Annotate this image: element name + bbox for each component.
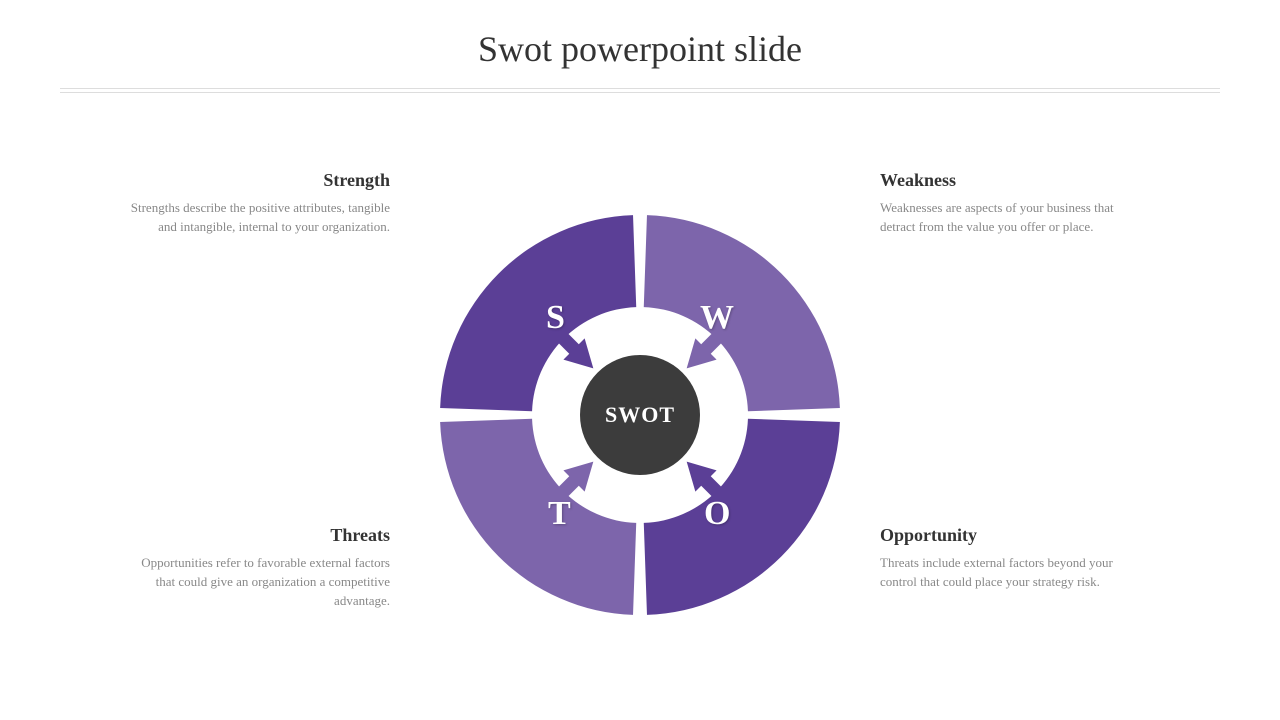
title-divider-top [60, 88, 1220, 89]
label-opportunity-desc: Threats include external factors beyond … [880, 554, 1140, 592]
label-opportunity-title: Opportunity [880, 525, 1140, 546]
diagram-area: S W T O SWOT Strength Strengths describe… [0, 110, 1280, 720]
letter-w: W [700, 299, 734, 337]
letter-s: S [546, 299, 565, 337]
slide-title: Swot powerpoint slide [0, 0, 1280, 70]
label-opportunity: Opportunity Threats include external fac… [880, 525, 1140, 592]
letter-o: O [704, 495, 730, 533]
label-threats-title: Threats [130, 525, 390, 546]
label-strength-title: Strength [130, 170, 390, 191]
label-weakness: Weakness Weaknesses are aspects of your … [880, 170, 1140, 237]
label-strength-desc: Strengths describe the positive attribut… [130, 199, 390, 237]
label-weakness-desc: Weaknesses are aspects of your business … [880, 199, 1140, 237]
center-circle: SWOT [580, 355, 700, 475]
label-weakness-title: Weakness [880, 170, 1140, 191]
letter-t: T [548, 495, 571, 533]
label-threats: Threats Opportunities refer to favorable… [130, 525, 390, 611]
label-threats-desc: Opportunities refer to favorable externa… [130, 554, 390, 611]
swot-ring: S W T O SWOT [430, 205, 850, 625]
center-label: SWOT [605, 402, 675, 428]
title-divider-bottom [60, 92, 1220, 93]
label-strength: Strength Strengths describe the positive… [130, 170, 390, 237]
